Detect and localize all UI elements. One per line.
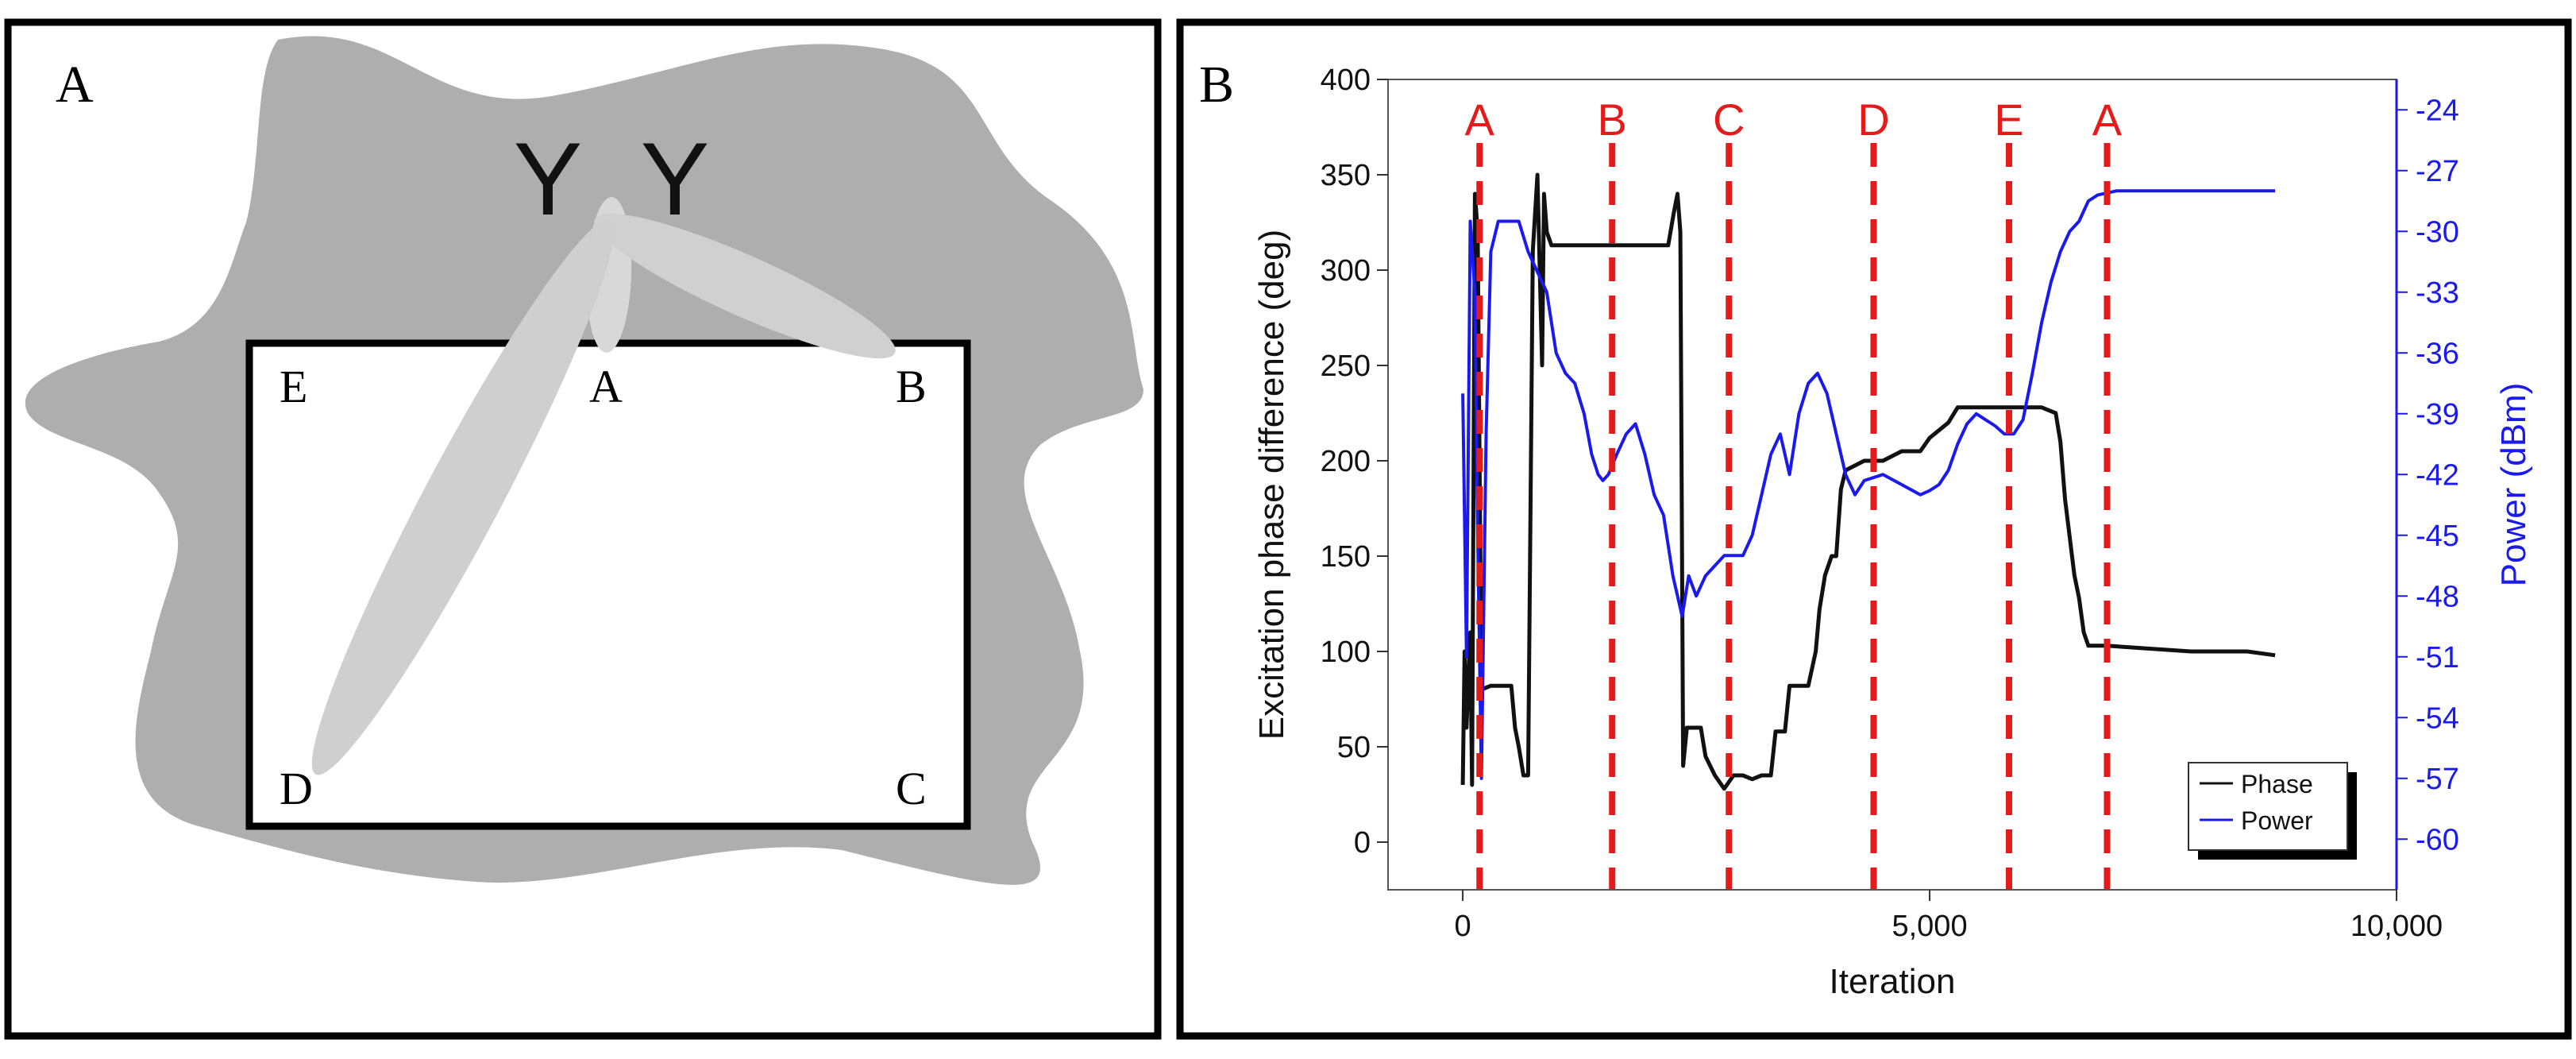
beam-to-d bbox=[311, 219, 615, 775]
y2-tick-label: -45 bbox=[2416, 520, 2459, 553]
room-outline bbox=[245, 339, 971, 830]
y-axis-right: -60 -57 -54 -51 -48 -45 -42 -39 -36 -33 -30 -27 -24 bbox=[2395, 79, 2459, 890]
y-tick-label: 100 bbox=[1321, 636, 1371, 669]
y2-tick-label: -39 bbox=[2416, 398, 2459, 431]
y2-tick-label: -42 bbox=[2416, 458, 2459, 492]
marker-label: E bbox=[1994, 95, 2023, 145]
y-tick-label: 150 bbox=[1321, 540, 1371, 574]
beam-to-b bbox=[594, 213, 896, 359]
corner-label-e: E bbox=[280, 361, 307, 412]
y-tick-label: 300 bbox=[1321, 254, 1371, 288]
y2-tick-label: -57 bbox=[2416, 763, 2459, 796]
marker-label: B bbox=[1598, 95, 1627, 145]
phase-power-chart: A B C D E A 0 5,000 10,000 0 50 100 150 200 250 300 35… bbox=[1252, 64, 2533, 1001]
series-line-phase bbox=[1460, 172, 2276, 791]
y2-tick-label: -36 bbox=[2416, 337, 2459, 370]
legend-label-power: Power bbox=[2241, 806, 2313, 835]
x-axis-title: Iteration bbox=[1830, 962, 1956, 1001]
y2-tick-label: -54 bbox=[2416, 701, 2459, 735]
y-tick-label: 350 bbox=[1321, 159, 1371, 192]
y2-tick-label: -33 bbox=[2416, 276, 2459, 310]
legend-box bbox=[2188, 762, 2348, 851]
panel-a: A Y Y E A B D C bbox=[4, 18, 1162, 1040]
marker-label: A bbox=[1465, 95, 1495, 145]
y-axis-title: Excitation phase difference (deg) bbox=[1252, 230, 1291, 740]
radiation-beams bbox=[311, 197, 896, 775]
x-tick-label: 0 bbox=[1455, 910, 1471, 943]
y-tick-label: 400 bbox=[1321, 64, 1371, 97]
y2-tick-label: -48 bbox=[2416, 580, 2459, 613]
x-tick-label: 10,000 bbox=[2350, 910, 2443, 943]
corner-label-d: D bbox=[280, 763, 313, 814]
x-axis: 0 5,000 10,000 bbox=[1455, 890, 2443, 943]
antenna-pair: Y Y bbox=[514, 121, 710, 237]
panel-b: B A B C D E A 0 5,000 10,000 0 50 100 150 200 250 300… bbox=[1176, 18, 2572, 1040]
legend: Phase Power bbox=[2188, 762, 2357, 860]
y2-tick-label: -30 bbox=[2416, 215, 2459, 249]
corner-label-c: C bbox=[896, 763, 927, 814]
series-line-power bbox=[1461, 189, 2276, 780]
y-tick-label: 0 bbox=[1354, 826, 1371, 860]
marker-label: A bbox=[2092, 95, 2123, 145]
y2-tick-label: -51 bbox=[2416, 641, 2459, 674]
marker-label: C bbox=[1713, 95, 1745, 145]
antenna-left: Y bbox=[514, 121, 583, 237]
y-axis-left: 0 50 100 150 200 250 300 350 400 bbox=[1321, 64, 1388, 860]
y-tick-label: 200 bbox=[1321, 445, 1371, 478]
x-tick-label: 5,000 bbox=[1892, 910, 1967, 943]
y2-tick-label: -24 bbox=[2416, 94, 2459, 127]
panel-b-label: B bbox=[1199, 56, 1234, 114]
y2-axis-title: Power (dBm) bbox=[2494, 383, 2533, 587]
plot-series bbox=[1460, 172, 2276, 791]
y2-tick-label: -27 bbox=[2416, 155, 2459, 188]
corner-label-a: A bbox=[589, 361, 623, 412]
antenna-right: Y bbox=[641, 121, 710, 237]
corner-label-b: B bbox=[896, 361, 927, 412]
y2-tick-label: -60 bbox=[2416, 823, 2459, 856]
y-tick-label: 50 bbox=[1337, 731, 1371, 764]
marker-label: D bbox=[1857, 95, 1889, 145]
y-tick-label: 250 bbox=[1321, 350, 1371, 383]
legend-label-phase: Phase bbox=[2241, 770, 2313, 798]
panel-a-label: A bbox=[56, 56, 94, 114]
